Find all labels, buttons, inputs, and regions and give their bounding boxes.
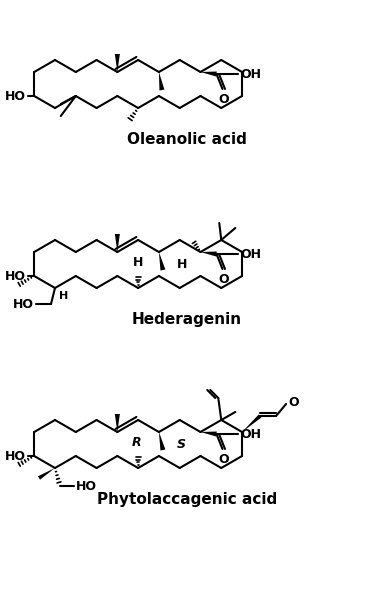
Polygon shape — [115, 234, 120, 252]
Text: O: O — [218, 273, 229, 286]
Text: Phytolaccagenic acid: Phytolaccagenic acid — [97, 492, 277, 507]
Text: HO: HO — [5, 90, 26, 103]
Polygon shape — [115, 54, 120, 72]
Polygon shape — [201, 431, 217, 437]
Text: HO: HO — [76, 479, 97, 492]
Text: OH: OH — [240, 68, 261, 81]
Text: Hederagenin: Hederagenin — [132, 312, 242, 327]
Text: O: O — [288, 396, 298, 409]
Polygon shape — [201, 71, 217, 77]
Text: H: H — [177, 258, 187, 270]
Polygon shape — [159, 252, 165, 270]
Text: Oleanolic acid: Oleanolic acid — [127, 132, 247, 147]
Text: OH: OH — [240, 428, 261, 441]
Text: O: O — [218, 93, 229, 106]
Text: OH: OH — [240, 248, 261, 261]
Text: S: S — [177, 438, 186, 450]
Text: HO: HO — [13, 298, 34, 311]
Text: H: H — [59, 291, 68, 301]
Text: O: O — [218, 453, 229, 466]
Text: HO: HO — [5, 450, 26, 463]
Text: R: R — [131, 435, 141, 448]
Polygon shape — [242, 415, 261, 432]
Polygon shape — [201, 251, 217, 257]
Polygon shape — [38, 468, 55, 480]
Text: H: H — [133, 255, 143, 268]
Polygon shape — [159, 72, 164, 90]
Polygon shape — [159, 432, 165, 450]
Polygon shape — [115, 414, 120, 432]
Text: HO: HO — [5, 270, 26, 283]
